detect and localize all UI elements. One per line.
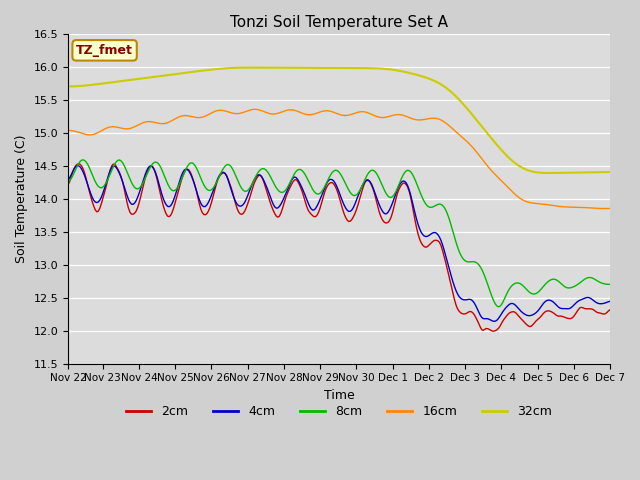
8cm — [255, 169, 262, 175]
32cm — [64, 84, 72, 89]
2cm — [255, 173, 262, 179]
Line: 16cm: 16cm — [68, 109, 610, 208]
8cm — [227, 164, 235, 169]
Line: 32cm: 32cm — [68, 68, 610, 173]
2cm — [606, 307, 614, 312]
Line: 8cm: 8cm — [68, 160, 610, 307]
16cm — [131, 124, 138, 130]
32cm — [579, 169, 587, 175]
2cm — [132, 209, 140, 215]
Y-axis label: Soil Temperature (C): Soil Temperature (C) — [15, 134, 28, 263]
32cm — [131, 76, 138, 82]
8cm — [64, 179, 72, 185]
2cm — [227, 184, 235, 190]
32cm — [546, 170, 554, 176]
8cm — [495, 304, 502, 310]
32cm — [606, 169, 614, 175]
Line: 4cm: 4cm — [68, 166, 610, 321]
16cm — [226, 109, 234, 115]
2cm — [75, 161, 83, 167]
16cm — [255, 107, 262, 113]
8cm — [303, 174, 310, 180]
32cm — [255, 65, 262, 71]
2cm — [245, 196, 253, 202]
8cm — [132, 186, 140, 192]
4cm — [579, 296, 587, 302]
Text: TZ_fmet: TZ_fmet — [76, 44, 133, 57]
4cm — [75, 163, 83, 168]
4cm — [255, 172, 262, 178]
16cm — [606, 205, 614, 211]
8cm — [606, 282, 614, 288]
2cm — [64, 182, 72, 188]
4cm — [606, 299, 614, 304]
4cm — [227, 186, 235, 192]
8cm — [245, 186, 253, 192]
16cm — [303, 111, 310, 117]
8cm — [579, 277, 587, 283]
4cm — [245, 189, 253, 194]
4cm — [490, 318, 497, 324]
16cm — [244, 108, 252, 114]
X-axis label: Time: Time — [324, 389, 355, 402]
4cm — [303, 196, 310, 202]
2cm — [303, 203, 310, 209]
2cm — [490, 328, 497, 334]
16cm — [252, 107, 259, 112]
32cm — [303, 65, 310, 71]
4cm — [64, 177, 72, 182]
32cm — [244, 65, 252, 71]
32cm — [226, 65, 234, 71]
4cm — [132, 198, 140, 204]
Legend: 2cm, 4cm, 8cm, 16cm, 32cm: 2cm, 4cm, 8cm, 16cm, 32cm — [121, 400, 557, 423]
16cm — [600, 205, 608, 211]
32cm — [245, 65, 253, 71]
8cm — [79, 157, 87, 163]
16cm — [64, 128, 72, 133]
16cm — [577, 204, 585, 210]
Title: Tonzi Soil Temperature Set A: Tonzi Soil Temperature Set A — [230, 15, 448, 30]
2cm — [579, 305, 587, 311]
Line: 2cm: 2cm — [68, 164, 610, 331]
